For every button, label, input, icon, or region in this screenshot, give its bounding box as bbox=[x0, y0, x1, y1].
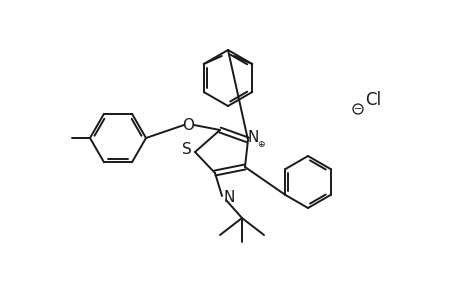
Text: ⊕: ⊕ bbox=[257, 140, 264, 148]
Text: −: − bbox=[353, 104, 361, 114]
Text: S: S bbox=[182, 142, 191, 157]
Text: Cl: Cl bbox=[364, 91, 380, 109]
Text: O: O bbox=[182, 118, 194, 133]
Text: N: N bbox=[247, 130, 258, 145]
Text: N: N bbox=[223, 190, 234, 205]
